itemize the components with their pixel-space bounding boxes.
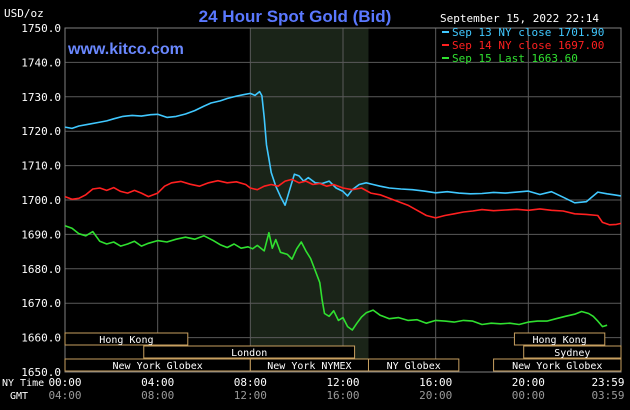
x-tick-label-ny: 12:00 — [326, 376, 359, 389]
y-tick-label: 1670.0 — [21, 297, 61, 310]
series-line-2 — [64, 225, 608, 331]
legend-entry-sep13: Sep 13 NY close 1701.90 — [452, 26, 604, 39]
session-box — [143, 345, 356, 359]
y-tick-label: 1730.0 — [21, 91, 61, 104]
session-label: New York Globex — [113, 361, 203, 372]
y-tick-label: 1710.0 — [21, 160, 61, 173]
y-tick-label: 1740.0 — [21, 56, 61, 69]
x-tick-label-gmt: 03:59 — [591, 389, 624, 402]
session-box — [64, 332, 189, 346]
plot-frame — [64, 27, 622, 373]
session-box — [367, 358, 460, 372]
series-lines — [64, 90, 622, 331]
x-tick-label-ny: 20:00 — [512, 376, 545, 389]
trading-sessions: Hong Kong Hong Kong London Sydney New York G… — [64, 332, 622, 372]
session-box — [493, 358, 622, 372]
series-line-0 — [64, 90, 622, 206]
y-tick-label: 1650.0 — [21, 366, 61, 379]
chart-timestamp: September 15, 2022 22:14 — [440, 12, 599, 25]
y-tick-label: 1720.0 — [21, 125, 61, 138]
kitco-watermark: www.kitco.com — [67, 41, 184, 58]
session-label: London — [231, 348, 267, 359]
x-tick-label-gmt: 16:00 — [326, 389, 359, 402]
session-label: Hong Kong — [533, 335, 587, 346]
x-tick-label-gmt: 12:00 — [234, 389, 267, 402]
session-label: Sydney — [554, 348, 590, 359]
legend-entry-sep15: Sep 15 Last 1663.60 — [452, 52, 578, 65]
axis-labels: 1750.0 1740.0 1730.0 1720.0 1710.0 1700.0 1690… — [21, 22, 624, 402]
grid-lines — [64, 27, 622, 373]
session-label: NY Globex — [387, 361, 441, 372]
x-tick-label-ny: 08:00 — [234, 376, 267, 389]
x-tick-label-ny: 04:00 — [141, 376, 174, 389]
x-tick-label-gmt: 04:00 — [48, 389, 81, 402]
x-tick-label-gmt: 20:00 — [419, 389, 452, 402]
chart-title: 24 Hour Spot Gold (Bid) — [199, 7, 392, 26]
x-tick-label-gmt: 08:00 — [141, 389, 174, 402]
ny-time-label: NY Time — [2, 378, 44, 389]
legend: Sep 13 NY close 1701.90 Sep 14 NY close … — [442, 26, 604, 65]
x-tick-label-ny: 00:00 — [48, 376, 81, 389]
y-tick-label: 1660.0 — [21, 332, 61, 345]
session-label: New York Globex — [512, 361, 602, 372]
y-tick-label: 1680.0 — [21, 263, 61, 276]
y-tick-label: 1750.0 — [21, 22, 61, 35]
y-axis-unit-label: USD/oz — [4, 7, 44, 20]
session-label: Hong Kong — [99, 335, 153, 346]
gmt-label: GMT — [10, 391, 28, 402]
y-tick-label: 1690.0 — [21, 228, 61, 241]
x-tick-label-ny: 23:59 — [591, 376, 624, 389]
legend-entry-sep14: Sep 14 NY close 1697.00 — [452, 39, 604, 52]
session-label: New York NYMEX — [267, 361, 351, 372]
y-tick-label: 1700.0 — [21, 194, 61, 207]
x-tick-label-ny: 16:00 — [419, 376, 452, 389]
session-box — [513, 332, 606, 346]
x-tick-label-gmt: 00:00 — [512, 389, 545, 402]
session-box — [523, 345, 622, 359]
series-line-1 — [64, 178, 622, 226]
